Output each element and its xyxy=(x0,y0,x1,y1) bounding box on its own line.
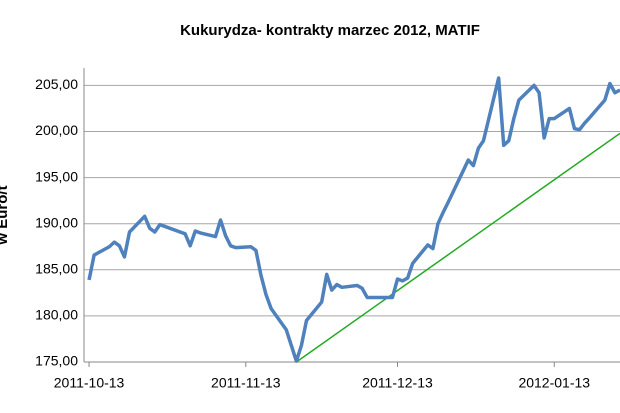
y-tick-label: 195,00 xyxy=(35,168,78,184)
x-tick-label: 2011-10-13 xyxy=(54,375,125,391)
x-tick-label: 2011-11-13 xyxy=(211,375,281,391)
y-tick-label: 180,00 xyxy=(35,307,78,323)
x-tick-label: 2012-01-13 xyxy=(518,375,590,391)
y-tick-label: 185,00 xyxy=(35,260,78,276)
y-tick-label: 200,00 xyxy=(35,122,78,138)
chart-title: Kukurydza- kontrakty marzec 2012, MATIF xyxy=(180,22,480,39)
y-tick-label: 175,00 xyxy=(35,353,78,369)
y-axis-label: w Euro/t xyxy=(0,185,11,245)
y-tick-label: 190,00 xyxy=(35,214,78,230)
y-tick-label: 205,00 xyxy=(35,76,78,92)
x-tick-label: 2011-12-13 xyxy=(362,375,433,391)
price-line xyxy=(87,76,620,363)
trend-line xyxy=(295,132,620,363)
